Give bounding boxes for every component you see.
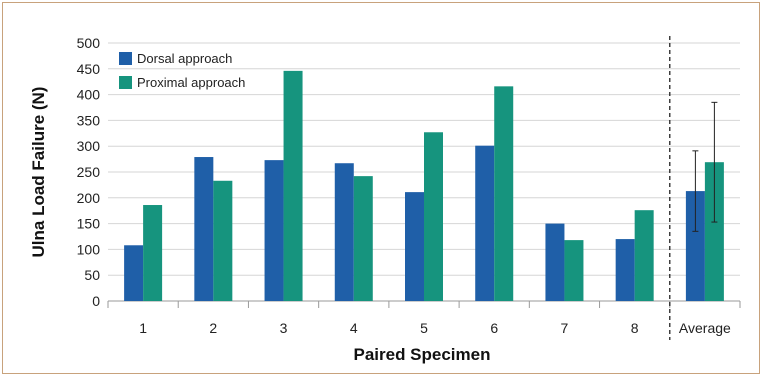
bars	[124, 70, 724, 302]
y-tick-label: 250	[77, 164, 101, 180]
legend-label-proximal: Proximal approach	[137, 75, 245, 90]
y-axis-ticks: 0 50 100 150 200 250 300 350 400 450 500	[77, 35, 101, 309]
y-tick-label: 500	[77, 35, 101, 51]
y-tick-label: 150	[77, 216, 101, 232]
bar-dorsal-6	[475, 145, 495, 301]
x-tick-label: 2	[209, 320, 217, 336]
x-tick-label: Average	[679, 320, 731, 336]
y-tick-label: 350	[77, 112, 101, 128]
x-tick-label: 8	[631, 320, 639, 336]
x-tick-label: 7	[561, 320, 569, 336]
bar-dorsal-1	[124, 245, 144, 301]
y-tick-label: 100	[77, 241, 101, 257]
x-axis-title: Paired Specimen	[353, 345, 490, 364]
y-tick-label: 450	[77, 61, 101, 77]
bar-proximal-3	[283, 70, 303, 301]
bar-proximal-8	[634, 210, 654, 301]
bar-dorsal-4	[334, 163, 354, 301]
x-tick-label: 3	[280, 320, 288, 336]
x-tick-label: 1	[139, 320, 147, 336]
y-tick-label: 0	[92, 293, 100, 309]
bar-proximal-5	[424, 132, 443, 301]
bar-dorsal-5	[405, 192, 424, 301]
y-tick-label: 300	[77, 138, 101, 154]
bar-proximal-1	[143, 205, 163, 301]
x-axis: 1 2 3 4 5 6 7 8 Average	[107, 36, 741, 340]
bar-proximal-4	[353, 176, 373, 301]
bar-proximal-7	[564, 240, 584, 301]
x-tick-label: 5	[420, 320, 428, 336]
bar-dorsal-average	[685, 191, 705, 301]
legend-swatch-dorsal	[119, 52, 132, 65]
bar-dorsal-8	[615, 239, 635, 301]
legend-label-dorsal: Dorsal approach	[137, 51, 232, 66]
error-bars	[692, 101, 718, 232]
x-tick-label: 4	[350, 320, 358, 336]
legend: Dorsal approach Proximal approach	[119, 51, 245, 90]
legend-swatch-proximal	[119, 76, 132, 89]
bar-dorsal-7	[545, 223, 565, 301]
bar-dorsal-2	[194, 157, 214, 301]
x-tick-label: 6	[490, 320, 498, 336]
y-tick-label: 50	[84, 267, 100, 283]
chart-frame	[2, 2, 760, 374]
bar-proximal-average	[704, 162, 724, 301]
bar-dorsal-3	[264, 160, 284, 301]
y-axis-title: Ulna Load Failure (N)	[29, 87, 48, 258]
y-tick-label: 200	[77, 190, 101, 206]
bar-proximal-6	[494, 86, 514, 302]
y-tick-label: 400	[77, 87, 101, 103]
bar-proximal-2	[213, 180, 233, 301]
